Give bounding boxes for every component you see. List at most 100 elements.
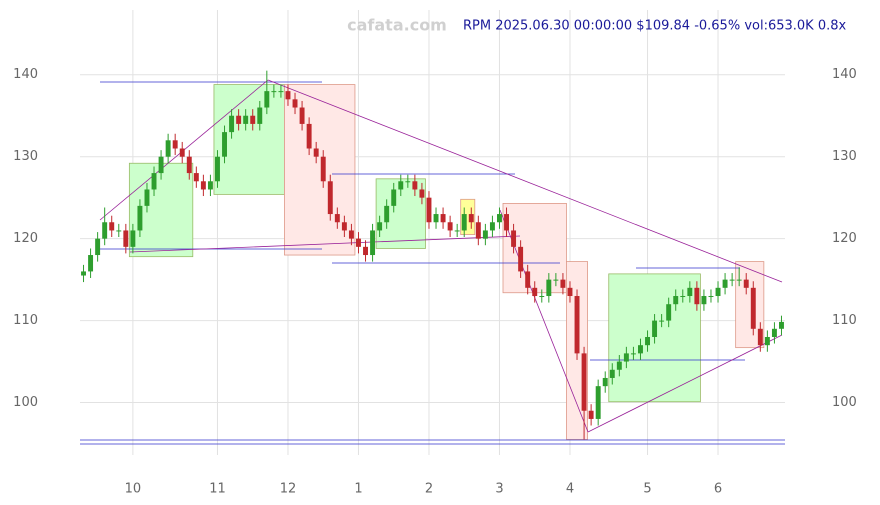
candle-body <box>504 214 509 231</box>
candle-body <box>419 189 425 198</box>
x-tick-label: 12 <box>280 482 297 497</box>
x-tick-label: 6 <box>714 482 722 497</box>
candle-body <box>215 156 220 182</box>
candle-body <box>137 205 143 231</box>
candle-body <box>680 296 686 298</box>
candle-body <box>327 181 333 215</box>
candle-body <box>539 296 545 298</box>
candle-body <box>750 287 756 329</box>
candle-body <box>285 91 291 100</box>
candle-body <box>736 279 742 281</box>
trend-line <box>587 334 783 433</box>
candle-body <box>652 320 658 337</box>
candle-body <box>673 296 679 305</box>
y-tick-label: 100 <box>832 395 857 410</box>
candle-body <box>172 140 178 149</box>
y-tick-label: 110 <box>13 313 38 328</box>
candle-body <box>278 91 284 93</box>
candle-body <box>546 279 552 297</box>
candle-body <box>574 296 580 354</box>
candle-body <box>659 320 665 322</box>
candle-body <box>609 369 615 378</box>
candle-layer <box>81 70 784 440</box>
candle-body <box>144 189 150 206</box>
candle-body <box>638 345 643 354</box>
candle-body <box>207 181 213 190</box>
candle-body <box>271 91 277 93</box>
candle-body <box>645 336 650 346</box>
watermark: cafata.com <box>347 16 447 35</box>
x-tick-label: 10 <box>125 482 142 497</box>
candle-body <box>130 230 136 247</box>
y-tick-label: 140 <box>13 67 38 82</box>
candle-body <box>553 279 559 281</box>
candle-body <box>377 222 383 231</box>
candle-body <box>560 279 566 288</box>
candle-body <box>602 377 608 387</box>
candle-body <box>222 132 227 157</box>
candle-body <box>779 321 784 329</box>
candle-body <box>243 115 249 124</box>
y-tick-label: 100 <box>13 395 38 410</box>
candle-body <box>299 107 305 124</box>
candle-body <box>440 214 446 223</box>
chart-title: RPM 2025.06.30 00:00:00 $109.84 -0.65% v… <box>463 19 847 34</box>
candle-body <box>771 328 777 337</box>
candle-body <box>165 140 171 157</box>
y-tick-label: 120 <box>13 231 38 246</box>
candle-body <box>715 287 721 297</box>
candle-body <box>694 287 700 305</box>
candle-body <box>116 230 122 232</box>
candle-body <box>581 353 587 411</box>
candle-body <box>757 328 763 346</box>
candle-body <box>482 230 488 239</box>
candle-body <box>151 173 157 190</box>
candle-body <box>102 222 108 239</box>
candle-body <box>313 148 319 157</box>
candle-body <box>489 222 495 231</box>
candle-body <box>334 214 340 223</box>
candle-body <box>666 304 672 321</box>
candle-body <box>257 107 263 124</box>
candle-body <box>292 99 298 108</box>
candle-body <box>158 156 164 174</box>
candle-body <box>630 353 636 355</box>
candle-body <box>320 156 326 182</box>
y-tick-label: 140 <box>832 67 857 82</box>
candle-body <box>348 230 354 239</box>
candle-body <box>433 214 439 223</box>
candle-body <box>701 296 707 305</box>
candle-body <box>729 279 735 281</box>
candle-body <box>370 230 376 256</box>
candle-body <box>109 222 115 231</box>
candle-body <box>363 246 368 256</box>
x-tick-label: 1 <box>354 482 362 497</box>
candle-body <box>532 287 538 297</box>
candle-body <box>95 238 101 256</box>
candle-body <box>200 181 206 190</box>
trend-line <box>499 209 589 433</box>
candle-body <box>341 222 347 231</box>
candle-body <box>88 255 94 272</box>
candle-body <box>405 181 411 183</box>
candle-body <box>616 361 622 370</box>
candle-body <box>518 246 524 272</box>
candle-body <box>384 205 390 223</box>
candle-body <box>356 238 361 247</box>
candle-body <box>264 91 270 108</box>
candle-body <box>743 279 749 288</box>
x-tick-label: 5 <box>643 482 651 497</box>
trend-line <box>267 79 783 283</box>
x-tick-label: 2 <box>425 482 433 497</box>
candle-body <box>588 410 594 419</box>
y-tick-label: 120 <box>832 231 857 246</box>
candle-body <box>186 156 192 174</box>
candle-body <box>511 230 517 247</box>
x-tick-label: 4 <box>566 482 574 497</box>
candle-body <box>391 189 397 206</box>
candle-body <box>461 214 467 231</box>
y-tick-label: 130 <box>832 149 857 164</box>
candle-body <box>623 353 629 362</box>
x-tick-label: 3 <box>495 482 503 497</box>
